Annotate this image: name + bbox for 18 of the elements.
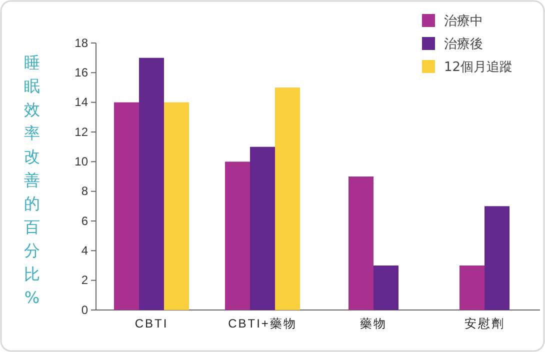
x-tick-label: CBTI+藥物 bbox=[228, 316, 297, 331]
y-tick-label: 4 bbox=[81, 244, 88, 258]
y-tick-label: 18 bbox=[74, 36, 88, 50]
text: 睡眠效率改善的百分比% bbox=[24, 53, 40, 307]
y-tick-label: 0 bbox=[81, 302, 88, 317]
legend-label: 治療中 bbox=[444, 14, 483, 29]
legend-label: 12個月追蹤 bbox=[444, 60, 513, 75]
x-tick-label: 藥物 bbox=[360, 316, 387, 331]
x-tick-label: CBTI bbox=[134, 316, 168, 331]
x-tick-label: 安慰劑 bbox=[464, 316, 505, 331]
y-tick-label: 12 bbox=[74, 124, 88, 139]
y-tick-label: 2 bbox=[81, 273, 88, 288]
y-tick-label: 14 bbox=[74, 95, 88, 110]
legend-label: 治療後 bbox=[444, 37, 483, 52]
y-tick-label: 16 bbox=[74, 66, 88, 80]
y-tick-label: 10 bbox=[74, 154, 88, 169]
y-tick-label: 6 bbox=[81, 214, 88, 228]
y-tick-label: 8 bbox=[81, 184, 88, 198]
